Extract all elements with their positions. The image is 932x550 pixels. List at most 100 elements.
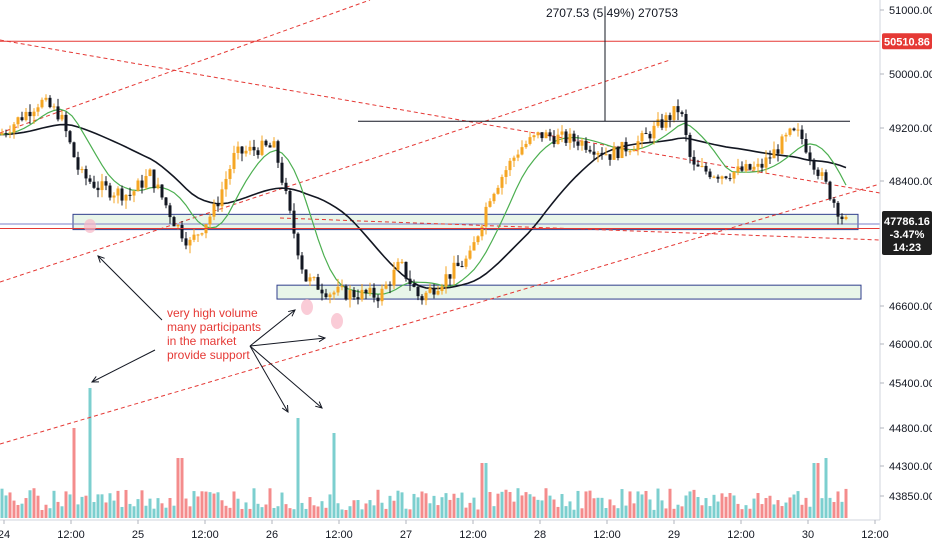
volume-bar <box>812 463 816 518</box>
volume-bar <box>184 498 188 518</box>
volume-bar <box>276 506 280 518</box>
volume-bar <box>440 497 444 518</box>
candle-body <box>356 297 360 300</box>
candle-body <box>836 202 840 217</box>
candle-body <box>224 178 228 190</box>
volume-bar <box>752 498 756 518</box>
candle-body <box>188 239 192 246</box>
candle-body <box>72 142 76 158</box>
candle-body <box>804 139 808 153</box>
candle-body <box>508 160 512 171</box>
price-tick-label: 51000.00 <box>889 5 932 17</box>
volume-bar <box>24 498 28 518</box>
candle-body <box>540 132 544 139</box>
volume-bar <box>640 494 644 518</box>
time-tick-label: 24 <box>0 529 10 541</box>
candle-body <box>588 149 592 152</box>
volume-bar <box>308 497 312 518</box>
candle-body <box>784 134 788 137</box>
candle-body <box>532 135 536 138</box>
volume-bar <box>484 463 488 518</box>
candle-body <box>628 151 632 153</box>
candle-body <box>544 132 548 139</box>
volume-bar <box>128 503 132 518</box>
volume-bar <box>624 505 628 518</box>
time-tick-label: 12:00 <box>593 529 621 541</box>
volume-bar <box>220 500 224 518</box>
time-tick-label: 28 <box>534 529 546 541</box>
candle-body <box>4 133 8 135</box>
candle-body <box>696 164 700 167</box>
candle-body <box>280 162 284 183</box>
volume-bar <box>360 509 364 518</box>
candle-body <box>692 156 696 165</box>
volume-bar <box>536 499 540 518</box>
volume-bar <box>392 500 396 518</box>
volume-bar <box>332 433 336 518</box>
volume-bar <box>0 488 4 518</box>
candle-body <box>496 187 500 194</box>
measurement-tool: 2707.53 (5.49%) 270753 <box>358 6 850 122</box>
volume-bar <box>808 506 812 518</box>
candle-body <box>316 277 320 290</box>
volume-bar <box>16 504 20 518</box>
trend-line <box>0 59 671 283</box>
price-tick-label: 49200.00 <box>889 123 932 135</box>
volume-bar <box>236 498 240 518</box>
time-tick-label: 12:00 <box>861 529 889 541</box>
price-tick-label: 45400.00 <box>889 378 932 390</box>
candle-body <box>392 269 396 286</box>
volume-bar <box>76 504 80 518</box>
candle-body <box>324 293 328 298</box>
annotation-arrowhead <box>90 376 100 383</box>
trend-line <box>0 183 881 445</box>
candle-body <box>604 154 608 156</box>
volume-bar <box>656 488 660 518</box>
candle-body <box>208 216 212 225</box>
volume-bar <box>600 497 604 518</box>
volume-bar <box>208 492 212 518</box>
candle-body <box>492 193 496 202</box>
candle-body <box>440 286 444 292</box>
volume-bar <box>540 500 544 518</box>
candle-body <box>144 176 148 188</box>
candle-body <box>792 128 796 131</box>
candle-body <box>404 261 408 279</box>
volume-bar <box>28 490 32 518</box>
candle-body <box>52 106 56 108</box>
candle-body <box>192 234 196 240</box>
volume-bar <box>4 495 8 518</box>
candle-body <box>660 119 664 128</box>
candle-body <box>824 172 828 182</box>
volume-bar <box>228 507 232 518</box>
candle-body <box>684 114 688 135</box>
volume-bar <box>740 509 744 518</box>
candle-body <box>464 258 468 267</box>
candle-body <box>300 255 304 270</box>
moving-averages <box>0 108 847 295</box>
volume-bar <box>508 492 512 518</box>
time-axis[interactable]: 24 12:00 25 12:00 26 12:00 27 12:00 28 12:00 29 12:… <box>0 520 889 541</box>
candle-body <box>380 288 384 302</box>
volume-bar <box>48 508 52 518</box>
volume-bar <box>472 497 476 518</box>
candle-body <box>448 274 452 279</box>
candle-body <box>456 262 460 267</box>
candle-body <box>236 146 240 153</box>
candle-body <box>360 289 364 300</box>
volume-bar <box>584 491 588 518</box>
volume-bar <box>784 502 788 518</box>
candle-body <box>340 286 344 288</box>
volume-bar <box>204 491 208 518</box>
candle-body <box>500 176 504 188</box>
volume-bar <box>592 498 596 518</box>
last-price-badge: 47786.16 -3.47% 14:23 <box>882 211 932 255</box>
volume-bar <box>244 502 248 518</box>
volume-bar <box>512 501 516 518</box>
candle-body <box>148 169 152 177</box>
volume-bar <box>296 418 300 518</box>
volume-bar <box>272 507 276 518</box>
candle-body <box>484 206 488 227</box>
volume-bar <box>120 506 124 518</box>
